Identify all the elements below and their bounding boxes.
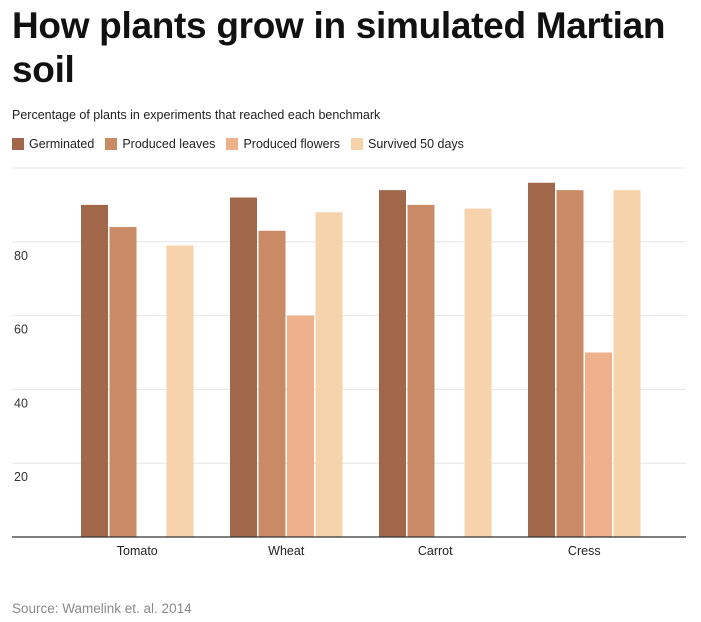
x-tick-label-cress: Cress — [568, 544, 601, 558]
y-tick-label-80: 80 — [14, 249, 28, 263]
bar-tomato-survived-50-days — [166, 245, 194, 538]
legend-label-germinated: Germinated — [29, 137, 95, 151]
x-tick-label-carrot: Carrot — [418, 544, 453, 558]
legend-item-survived-50-days: Survived 50 days — [351, 137, 464, 151]
bar-cress-produced-flowers — [585, 352, 612, 537]
legend-swatch-germinated — [12, 138, 24, 150]
legend-item-produced-leaves: Produced leaves — [105, 137, 215, 151]
y-tick-label-60: 60 — [14, 323, 28, 337]
bar-carrot-produced-leaves — [407, 204, 435, 537]
legend-swatch-produced-leaves — [105, 138, 118, 150]
x-tick-label-tomato: Tomato — [117, 544, 158, 558]
chart-title: How plants grow in simulated Martian soi… — [12, 5, 666, 90]
bar-wheat-survived-50-days — [315, 212, 343, 537]
y-tick-label-20: 20 — [14, 470, 28, 484]
legend-label-survived-50-days: Survived 50 days — [368, 137, 464, 151]
y-tick-label-40: 40 — [14, 396, 28, 410]
bar-carrot-germinated — [379, 190, 406, 537]
x-tick-label-wheat: Wheat — [268, 544, 305, 558]
bar-wheat-germinated — [230, 197, 257, 537]
legend-swatch-survived-50-days — [351, 138, 364, 150]
legend-label-produced-leaves: Produced leaves — [122, 137, 216, 151]
legend-swatch-produced-flowers — [226, 138, 239, 150]
legend-label-produced-flowers: Produced flowers — [243, 137, 341, 151]
bar-cress-produced-leaves — [556, 190, 584, 537]
bar-tomato-produced-leaves — [109, 227, 137, 538]
bar-wheat-produced-flowers — [287, 315, 314, 537]
legend-item-produced-flowers: Produced flowers — [226, 137, 340, 151]
bar-wheat-produced-leaves — [258, 230, 286, 538]
bar-tomato-germinated — [81, 204, 108, 537]
source-note: Source: Wamelink et. al. 2014 — [12, 601, 192, 616]
chart-subtitle: Percentage of plants in experiments that… — [12, 108, 381, 122]
bar-carrot-survived-50-days — [464, 208, 492, 537]
bar-cress-germinated — [528, 182, 555, 537]
legend: Germinated Produced leaves Produced flow… — [12, 137, 475, 151]
bar-cress-survived-50-days — [613, 190, 641, 537]
legend-item-germinated: Germinated — [12, 137, 94, 151]
